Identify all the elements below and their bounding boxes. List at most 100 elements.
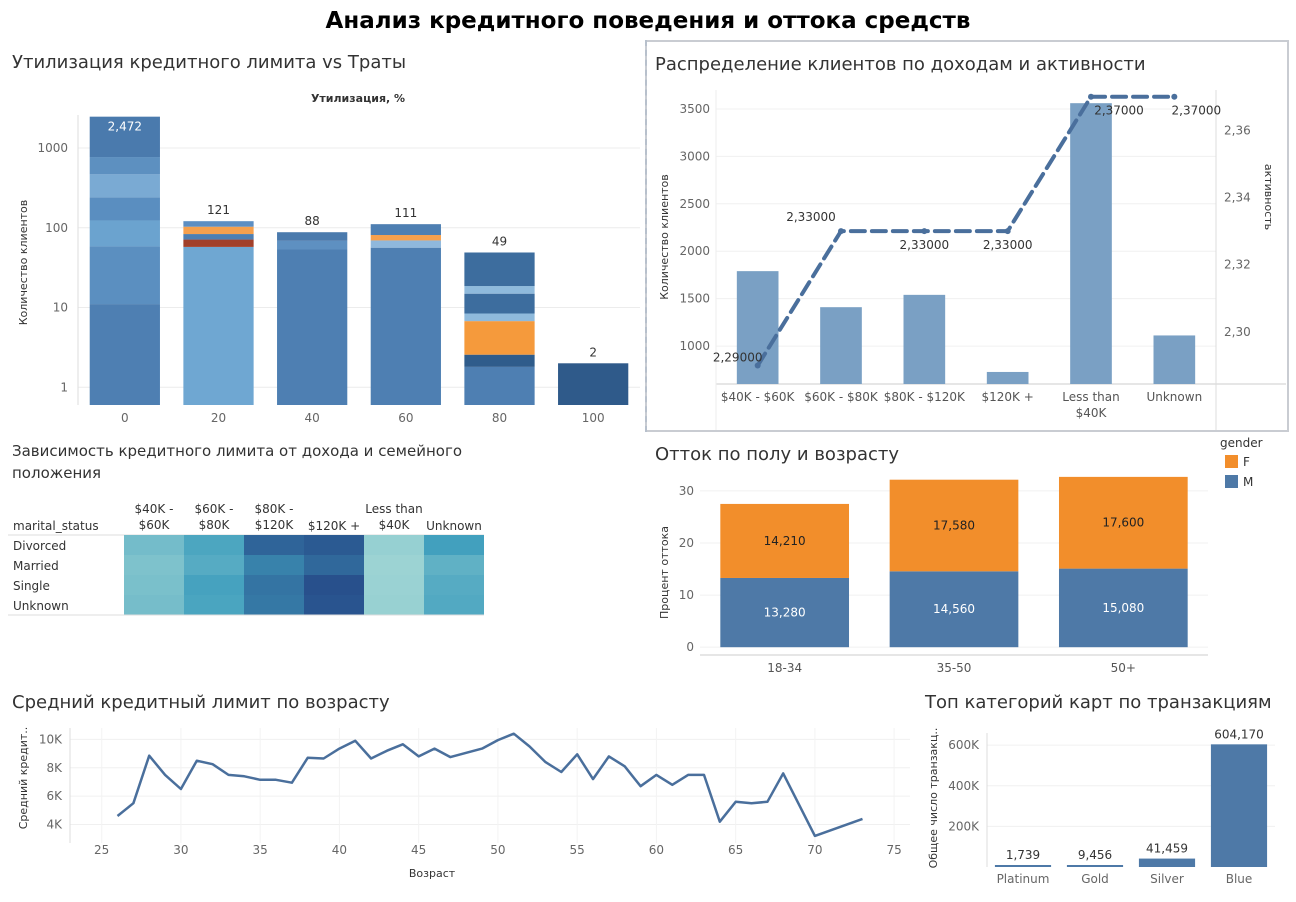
age-x-tick: 25 bbox=[94, 843, 109, 857]
util-bar-segment bbox=[370, 240, 441, 248]
income-y-tick: 2500 bbox=[679, 197, 710, 211]
churn-bar-f bbox=[889, 479, 1019, 572]
heat-cell bbox=[304, 575, 364, 595]
income-bar bbox=[820, 307, 862, 384]
activity-point bbox=[754, 362, 761, 369]
age-x-tick: 60 bbox=[649, 843, 664, 857]
income-x-tick: $60K - $80K bbox=[804, 390, 879, 404]
util-bar-segment bbox=[183, 239, 254, 247]
heat-col-header: $60K -$80K bbox=[195, 502, 234, 532]
heat-cell bbox=[184, 575, 244, 595]
util-bar-segment bbox=[464, 321, 535, 355]
heat-cell bbox=[124, 595, 184, 615]
heat-cell bbox=[184, 595, 244, 615]
age-y-tick: 6K bbox=[46, 789, 63, 803]
util-x-tick: 80 bbox=[492, 411, 507, 425]
churn-y-label: Процент оттока bbox=[658, 526, 671, 619]
util-bar-segment bbox=[89, 220, 160, 247]
util-bar-segment bbox=[370, 224, 441, 236]
churn-label-m: 15,080 bbox=[1102, 601, 1144, 615]
legend-swatch bbox=[1225, 475, 1238, 488]
churn-bar-m bbox=[720, 577, 850, 648]
churn-label-f: 17,580 bbox=[933, 519, 975, 533]
heat-cell bbox=[184, 555, 244, 575]
cards-x-tick: Gold bbox=[1081, 872, 1109, 886]
churn-label-f: 17,600 bbox=[1102, 516, 1144, 530]
age-y-tick: 10K bbox=[39, 732, 63, 746]
heat-cell bbox=[364, 555, 424, 575]
util-bar-segment bbox=[558, 363, 629, 405]
util-y-tick: 1 bbox=[60, 380, 68, 394]
heat-cell bbox=[184, 535, 244, 555]
heat-cell bbox=[244, 535, 304, 555]
income-bar bbox=[986, 371, 1029, 384]
income-y2-tick: 2,30 bbox=[1224, 325, 1251, 339]
activity-label: 2,33000 bbox=[786, 210, 836, 224]
cards-panel-title: Топ категорий карт по транзакциям bbox=[925, 692, 1272, 713]
util-bar-label: 121 bbox=[207, 203, 230, 217]
heat-cell bbox=[364, 535, 424, 555]
heat-row-label: Divorced bbox=[13, 539, 66, 553]
income-x-tick: Less than $40K bbox=[1062, 390, 1119, 420]
util-x-title: Утилизация, % bbox=[311, 92, 405, 105]
util-bar-segment bbox=[89, 246, 160, 305]
heat-cell bbox=[124, 535, 184, 555]
util-panel-title: Утилизация кредитного лимита vs Траты bbox=[12, 52, 407, 73]
legend-swatch bbox=[1225, 455, 1238, 468]
util-bar-segment bbox=[277, 249, 348, 405]
cards-y-tick: 200K bbox=[948, 819, 980, 833]
util-bar-segment bbox=[464, 313, 535, 322]
heat-cell bbox=[244, 575, 304, 595]
heat-cell bbox=[124, 575, 184, 595]
heat-cell bbox=[304, 535, 364, 555]
heat-cell bbox=[424, 555, 484, 575]
age-x-tick: 65 bbox=[728, 843, 743, 857]
cards-bar-label: 604,170 bbox=[1214, 727, 1264, 741]
util-bar-segment bbox=[464, 354, 535, 367]
heat-cell bbox=[304, 595, 364, 615]
activity-line bbox=[755, 94, 1177, 368]
heat-cell bbox=[124, 555, 184, 575]
income-bar bbox=[903, 294, 946, 384]
income-chart[interactable]: 1000 1500 2000 2500 3000 3500 Количество клиен… bbox=[648, 80, 1288, 430]
income-y-tick: 1500 bbox=[679, 292, 710, 306]
heat-cell bbox=[364, 575, 424, 595]
income-y2-tick: 2,36 bbox=[1224, 123, 1251, 137]
heatmap-chart[interactable]: marital_status $40K -$60K $60K -$80K $80K -… bbox=[0, 495, 500, 625]
churn-label-f: 14,210 bbox=[764, 534, 806, 548]
cards-y-tick: 600K bbox=[948, 738, 980, 752]
heat-cell bbox=[244, 555, 304, 575]
util-bar-label: 2,472 bbox=[108, 120, 142, 134]
util-bar-segment bbox=[277, 240, 348, 250]
heat-cell bbox=[304, 555, 364, 575]
churn-bar-m bbox=[1058, 568, 1188, 648]
util-bar-segment bbox=[89, 304, 160, 405]
util-bar-segment bbox=[89, 197, 160, 221]
age-chart[interactable]: 4K 6K 8K 10K 25 30 35 40 45 50 55 60 65 70 75 Возраст Ср… bbox=[0, 718, 915, 898]
churn-chart[interactable]: 0 10 20 30 Процент оттока 13,280 14,210 18-34 14… bbox=[648, 430, 1293, 680]
util-bar-segment bbox=[464, 293, 535, 314]
cards-y-label: Общее число транзакц.. bbox=[927, 728, 940, 869]
util-x-tick: 60 bbox=[398, 411, 413, 425]
heat-cell bbox=[424, 595, 484, 615]
util-bar-segment bbox=[464, 286, 535, 294]
income-bar bbox=[1153, 335, 1196, 384]
churn-x-tick: 50+ bbox=[1111, 661, 1136, 675]
legend-title: gender bbox=[1220, 436, 1263, 450]
income-x-tick: Unknown bbox=[1146, 390, 1202, 404]
income-x-tick: $120K + bbox=[982, 390, 1034, 404]
age-y-tick: 8K bbox=[46, 761, 63, 775]
income-y2-tick: 2,34 bbox=[1224, 191, 1251, 205]
churn-y-tick: 10 bbox=[679, 588, 694, 602]
heat-cell bbox=[364, 595, 424, 615]
income-y-label: Количество клиентов bbox=[658, 174, 671, 300]
util-y-tick: 100 bbox=[45, 221, 68, 235]
heat-col-header: Unknown bbox=[426, 519, 482, 533]
cards-chart[interactable]: 200K 400K 600K Общее число транзакц.. 1,739 P… bbox=[915, 718, 1295, 898]
churn-bar-f bbox=[1058, 476, 1188, 569]
churn-bar-m bbox=[889, 571, 1019, 648]
util-x-tick: 40 bbox=[305, 411, 320, 425]
cards-bar-label: 41,459 bbox=[1146, 842, 1188, 856]
age-y-tick: 4K bbox=[46, 818, 63, 832]
